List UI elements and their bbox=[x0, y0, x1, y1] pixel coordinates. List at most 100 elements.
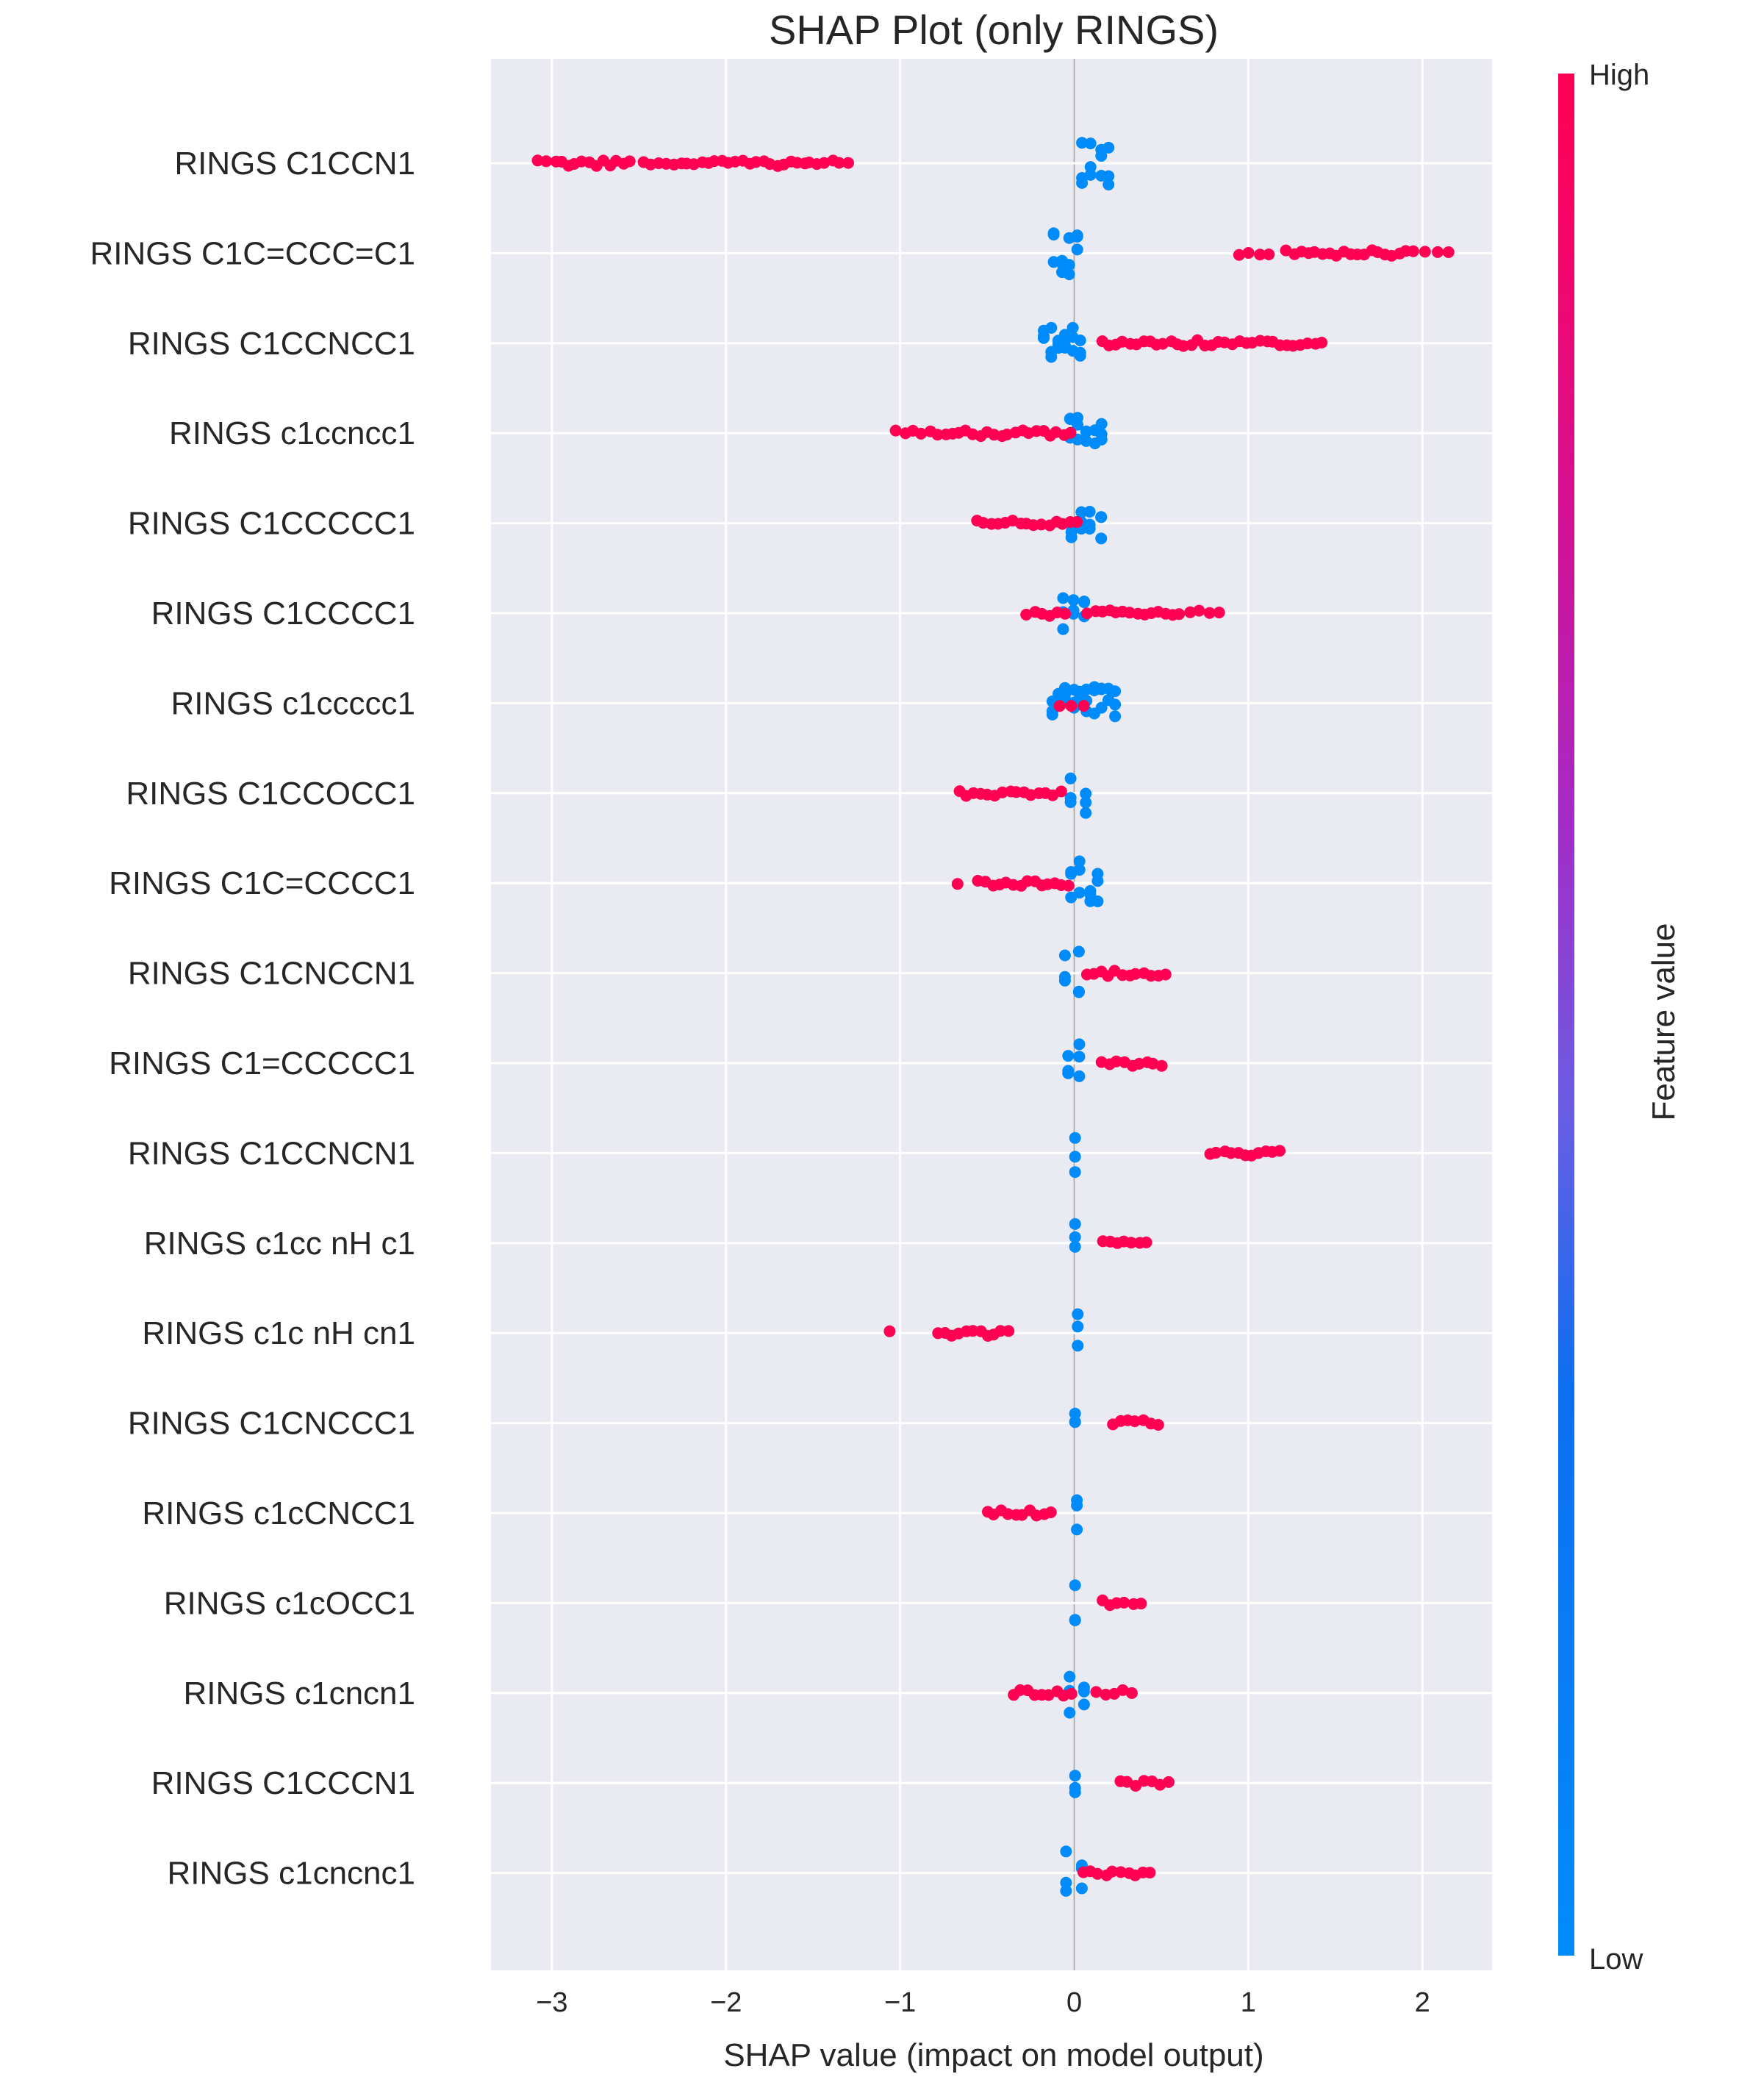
low-value-point bbox=[1069, 1131, 1081, 1144]
low-value-point bbox=[1058, 974, 1071, 987]
low-value-point bbox=[1064, 1670, 1076, 1683]
low-value-point bbox=[1073, 887, 1086, 899]
high-value-point bbox=[1203, 607, 1216, 619]
high-value-point bbox=[1210, 1146, 1222, 1159]
low-value-point bbox=[1083, 523, 1096, 535]
low-value-point bbox=[1065, 526, 1078, 538]
low-value-point bbox=[1095, 418, 1108, 430]
high-value-point bbox=[1118, 1596, 1130, 1609]
low-value-point bbox=[1074, 349, 1086, 362]
low-value-point bbox=[1057, 592, 1069, 604]
high-value-point bbox=[1233, 248, 1245, 261]
high-value-point bbox=[883, 1325, 896, 1337]
high-value-point bbox=[842, 157, 854, 169]
labels-layer: −3 −2 −1 0 1 2 RINGS C1CCN1 RINGS C1C=CCC=C1 RIN… bbox=[90, 146, 1430, 2018]
low-value-point bbox=[1069, 1217, 1081, 1230]
low-value-point bbox=[1069, 1415, 1081, 1428]
low-value-point bbox=[1073, 1038, 1086, 1051]
low-value-point bbox=[1072, 1340, 1084, 1352]
high-value-point bbox=[1147, 1057, 1159, 1070]
low-value-point bbox=[1075, 506, 1088, 518]
high-value-point bbox=[1116, 1684, 1129, 1696]
low-value-point bbox=[1062, 1065, 1075, 1077]
colorbar-low-label: Low bbox=[1589, 1943, 1643, 1975]
low-value-point bbox=[1069, 1407, 1081, 1420]
x-tick-label: 0 bbox=[1066, 1987, 1082, 2018]
high-value-point bbox=[1062, 879, 1075, 892]
low-value-point bbox=[1047, 227, 1060, 240]
high-value-point bbox=[531, 154, 544, 167]
high-value-point bbox=[1442, 246, 1455, 258]
high-value-point bbox=[818, 157, 831, 169]
feature-label: RINGS C1CCN1 bbox=[174, 146, 415, 182]
low-value-point bbox=[1046, 709, 1058, 720]
feature-label: RINGS C1CCNCN1 bbox=[128, 1135, 415, 1171]
low-value-point bbox=[1058, 682, 1071, 694]
low-value-point bbox=[1095, 701, 1108, 714]
high-value-point bbox=[1140, 1236, 1152, 1248]
feature-label: RINGS C1CCOCC1 bbox=[126, 776, 415, 812]
high-value-point bbox=[1055, 785, 1067, 798]
high-value-point bbox=[1125, 1687, 1138, 1699]
high-value-point bbox=[994, 1325, 1007, 1337]
low-value-point bbox=[1074, 335, 1086, 346]
low-value-point bbox=[1084, 137, 1097, 150]
plot-background bbox=[491, 59, 1492, 1970]
high-value-point bbox=[1065, 700, 1078, 712]
points-layer bbox=[531, 137, 1455, 1897]
low-value-point bbox=[1091, 868, 1104, 880]
high-value-point bbox=[1020, 609, 1033, 621]
low-value-point bbox=[1095, 532, 1108, 545]
high-value-point bbox=[1263, 248, 1275, 260]
low-value-point bbox=[1080, 796, 1092, 809]
low-value-point bbox=[1064, 772, 1077, 784]
x-tick-label: 2 bbox=[1415, 1987, 1430, 2018]
low-value-point bbox=[1071, 1499, 1083, 1512]
colorbar-label: Feature value bbox=[1646, 923, 1682, 1120]
low-value-point bbox=[1072, 1320, 1084, 1333]
high-value-point bbox=[951, 878, 964, 890]
chart-title: SHAP Plot (only RINGS) bbox=[769, 7, 1219, 53]
low-value-point bbox=[1058, 949, 1071, 962]
high-value-point bbox=[1163, 1776, 1175, 1788]
colorbar bbox=[1558, 74, 1574, 1956]
high-value-point bbox=[1003, 1325, 1015, 1337]
high-value-point bbox=[1193, 604, 1205, 617]
feature-label: RINGS C1CCCN1 bbox=[151, 1765, 415, 1801]
low-value-point bbox=[1069, 1166, 1081, 1179]
low-value-point bbox=[1072, 945, 1085, 958]
high-value-point bbox=[1090, 1686, 1102, 1698]
high-value-point bbox=[1135, 1598, 1147, 1610]
low-value-point bbox=[1064, 792, 1077, 804]
high-value-point bbox=[1064, 426, 1077, 439]
low-value-point bbox=[1080, 787, 1092, 800]
high-value-point bbox=[1071, 516, 1083, 528]
high-value-point bbox=[1152, 1419, 1164, 1431]
high-value-point bbox=[1432, 246, 1444, 258]
low-value-point bbox=[1080, 807, 1092, 819]
high-value-point bbox=[1065, 1687, 1078, 1700]
low-value-point bbox=[1109, 710, 1122, 723]
feature-label: RINGS c1cncnc1 bbox=[168, 1856, 415, 1892]
low-value-point bbox=[1069, 1770, 1081, 1782]
low-value-point bbox=[1095, 433, 1108, 446]
grid-layer bbox=[491, 59, 1492, 1970]
high-value-point bbox=[1059, 607, 1072, 620]
low-value-point bbox=[1102, 170, 1115, 182]
feature-label: RINGS C1CCCCC1 bbox=[128, 506, 415, 542]
high-value-point bbox=[1242, 247, 1255, 259]
low-value-point bbox=[1057, 623, 1069, 635]
high-value-point bbox=[1106, 1865, 1119, 1878]
low-value-point bbox=[1063, 268, 1075, 281]
high-value-point bbox=[1144, 1867, 1156, 1879]
high-value-point bbox=[889, 424, 902, 437]
high-value-point bbox=[1128, 1415, 1141, 1428]
low-value-point bbox=[1071, 1523, 1083, 1536]
low-value-point bbox=[1069, 1240, 1081, 1253]
low-value-point bbox=[1063, 259, 1075, 271]
low-value-point bbox=[1076, 137, 1089, 149]
high-value-point bbox=[1213, 607, 1225, 619]
feature-label: RINGS c1ccncc1 bbox=[169, 415, 415, 451]
